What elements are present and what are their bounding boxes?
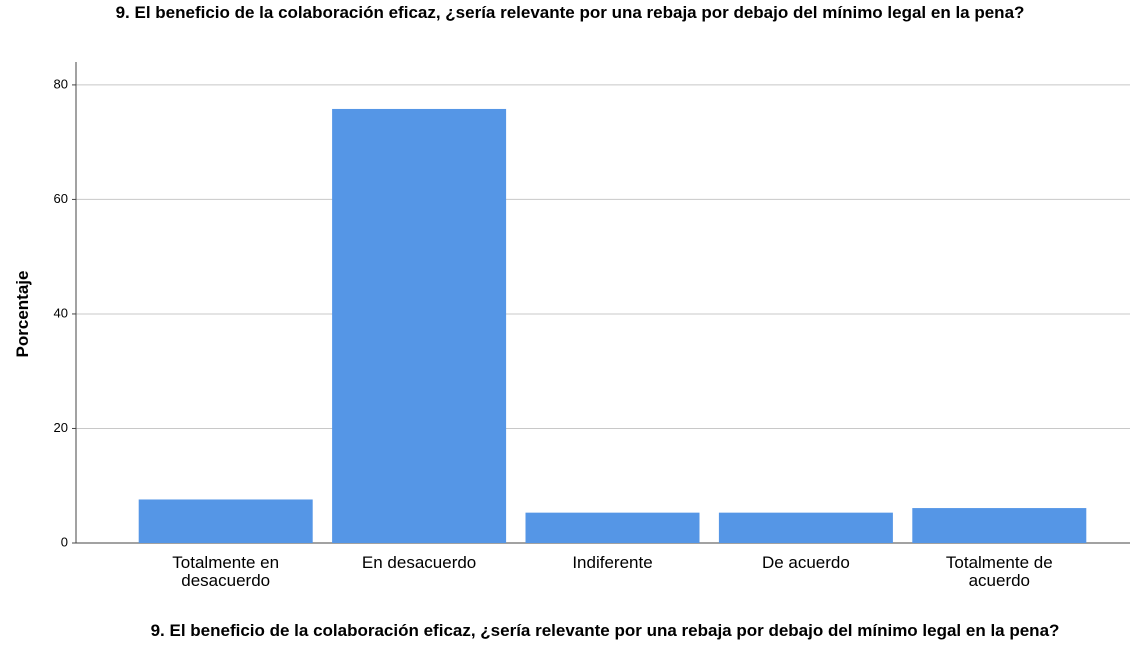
x-axis-label: 9. El beneficio de la colaboración efica… xyxy=(150,621,1060,640)
x-tick-label: De acuerdo xyxy=(761,553,850,572)
x-tick-label: Totalmente en desacuerdo xyxy=(172,553,280,590)
bar xyxy=(332,108,507,543)
bar xyxy=(138,499,313,543)
x-tick-label: En desacuerdo xyxy=(361,553,477,572)
chart-title: 9. El beneficio de la colaboración efica… xyxy=(115,3,1025,22)
x-tick-label: Totalmente de acuerdo xyxy=(945,553,1053,590)
y-tick-label: 80 xyxy=(54,76,68,91)
y-tick-label: 0 xyxy=(61,534,68,549)
bar xyxy=(718,512,893,543)
bar xyxy=(912,508,1087,543)
y-tick-label: 60 xyxy=(54,191,68,206)
y-axis-label: Porcentaje xyxy=(13,270,32,358)
y-tick-label: 40 xyxy=(54,305,68,320)
y-tick-label: 20 xyxy=(54,420,68,435)
bar xyxy=(525,512,700,543)
x-tick-label: Indiferente xyxy=(572,553,653,572)
